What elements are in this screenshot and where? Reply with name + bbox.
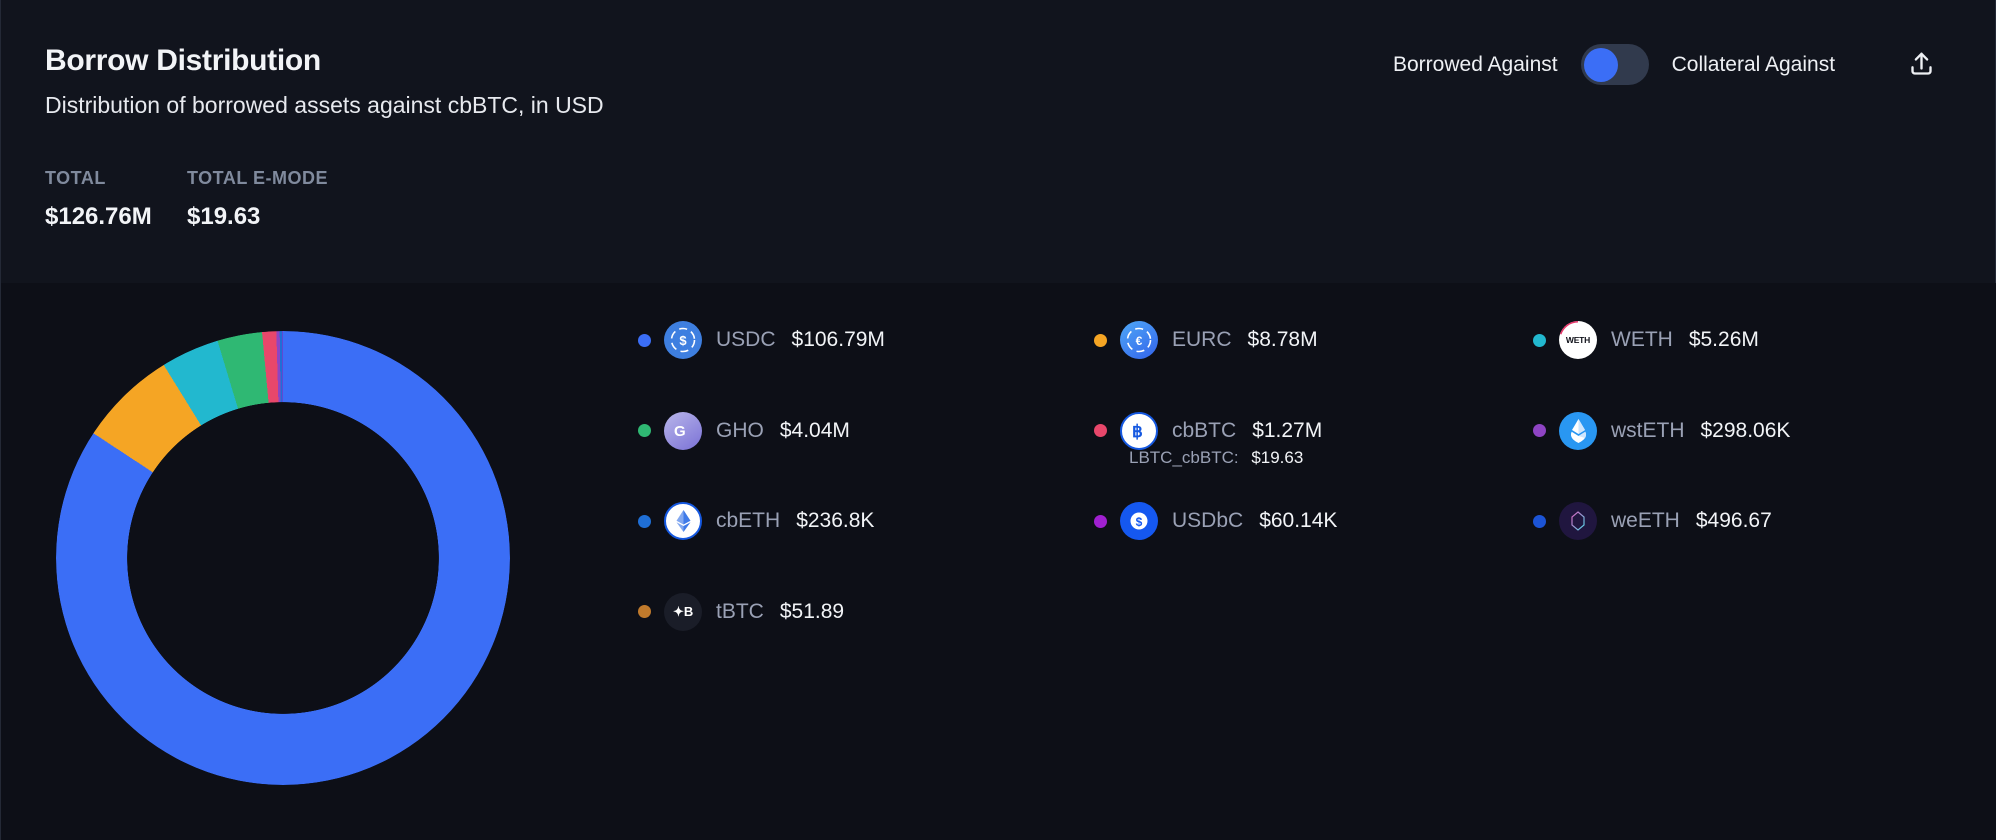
- svg-text:$: $: [1136, 515, 1143, 529]
- svg-text:$: $: [679, 333, 687, 348]
- svg-text:G: G: [674, 423, 686, 440]
- svg-text:€: €: [1136, 334, 1143, 348]
- svg-text:฿: ฿: [1132, 422, 1143, 441]
- svg-text:✦B: ✦B: [673, 604, 693, 619]
